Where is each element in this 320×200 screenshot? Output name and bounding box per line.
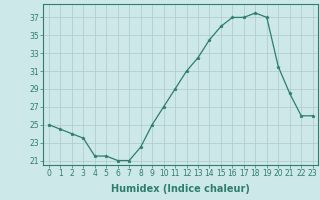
X-axis label: Humidex (Indice chaleur): Humidex (Indice chaleur) <box>111 184 250 194</box>
